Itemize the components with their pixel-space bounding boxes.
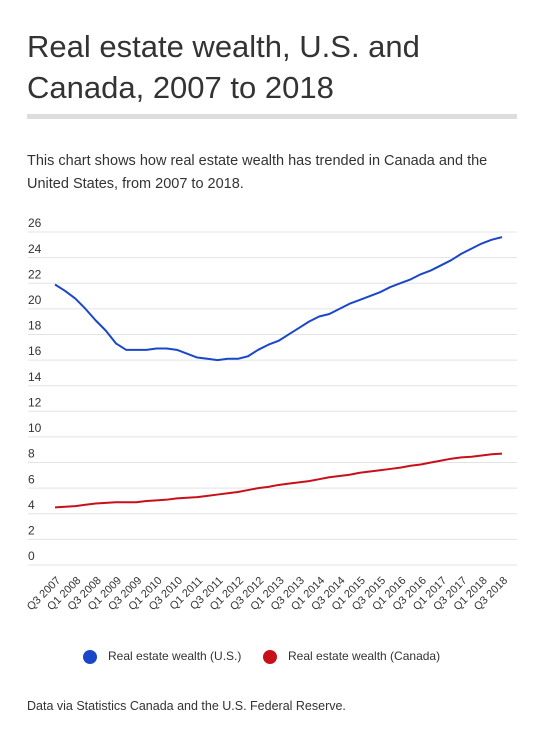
title-rule <box>27 114 517 119</box>
y-tick-label: 18 <box>28 319 42 333</box>
y-tick-label: 4 <box>28 498 35 512</box>
y-tick-label: 26 <box>28 216 42 230</box>
y-tick-label: 6 <box>28 472 35 486</box>
y-tick-label: 0 <box>28 549 35 563</box>
legend-marker <box>83 650 97 664</box>
legend-marker <box>263 650 277 664</box>
series-line <box>54 236 503 362</box>
chart-title: Real estate wealth, U.S. and Canada, 200… <box>27 29 420 105</box>
legend-label: Real estate wealth (U.S.) <box>108 649 241 663</box>
series-line <box>54 452 503 509</box>
source-note: Data via Statistics Canada and the U.S. … <box>27 699 346 713</box>
y-tick-label: 8 <box>28 447 35 461</box>
y-tick-label: 2 <box>28 524 35 538</box>
chart-description: This chart shows how real estate wealth … <box>27 153 488 192</box>
y-tick-label: 24 <box>28 242 42 256</box>
legend-label: Real estate wealth (Canada) <box>288 649 440 663</box>
y-tick-label: 20 <box>28 293 42 307</box>
y-tick-label: 14 <box>28 370 42 384</box>
y-tick-label: 12 <box>28 395 42 409</box>
y-tick-label: 16 <box>28 344 42 358</box>
y-tick-label: 10 <box>28 421 42 435</box>
y-tick-label: 22 <box>28 267 42 281</box>
